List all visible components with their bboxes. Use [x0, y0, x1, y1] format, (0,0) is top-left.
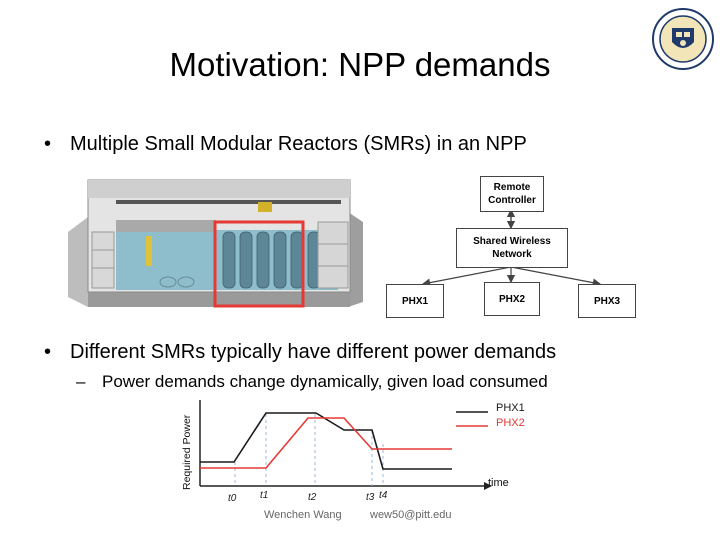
- bullet-2-text: Different SMRs typically have different …: [70, 341, 557, 363]
- x-axis-label: time: [488, 477, 509, 489]
- network-diagram: Remote Controller Shared Wireless Networ…: [378, 172, 648, 322]
- sub-bullet-1-text: Power demands change dynamically, given …: [102, 372, 548, 391]
- phx2-box: PHX2: [484, 282, 540, 316]
- x-axis-arrowhead: [484, 482, 492, 490]
- legend-label-phx1: PHX1: [496, 402, 525, 414]
- x-tick-t2: t2: [308, 492, 317, 503]
- legend-label-phx2: PHX2: [496, 417, 525, 429]
- series-line-phx1: [200, 412, 452, 470]
- bullet-2: • Different SMRs typically have different…: [44, 341, 556, 364]
- slide-title: Motivation: NPP demands: [169, 46, 551, 83]
- university-seal-icon: [652, 8, 714, 70]
- y-axis-label: Required Power: [181, 414, 193, 490]
- sub-bullet-1: – Power demands change dynamically, given…: [76, 372, 548, 392]
- remote-controller-box: Remote Controller: [480, 176, 544, 212]
- x-tick-t1: t1: [260, 490, 268, 501]
- bullet-marker: •: [44, 341, 52, 363]
- bullet-marker: •: [44, 133, 52, 155]
- sub-bullet-marker: –: [76, 372, 86, 391]
- x-tick-t3: t3: [366, 492, 375, 503]
- phx1-box: PHX1: [386, 284, 444, 318]
- footer-author: Wenchen Wang: [264, 509, 342, 521]
- x-tick-t4: t4: [379, 490, 388, 501]
- power-demand-chart: Required Power time PHX1 PHX2 t0 t1 t2 t…: [181, 400, 525, 504]
- series-line-phx2: [200, 417, 452, 469]
- wireless-network-box: Shared Wireless Network: [456, 228, 568, 268]
- bullet-1: • Multiple Small Modular Reactors (SMRs) …: [44, 133, 527, 156]
- reactor-building-illustration: [68, 179, 363, 308]
- bullet-1-text: Multiple Small Modular Reactors (SMRs) i…: [70, 133, 527, 155]
- x-tick-t0: t0: [228, 493, 237, 504]
- phx3-box: PHX3: [578, 284, 636, 318]
- footer-email: wew50@pitt.edu: [370, 509, 452, 521]
